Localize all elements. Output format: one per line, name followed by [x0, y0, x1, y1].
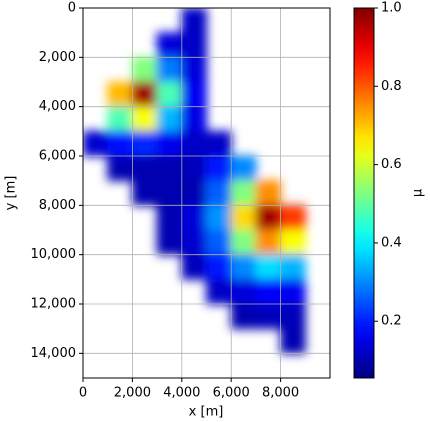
colorbar-tick-label: 0.2: [381, 314, 402, 329]
heatmap-cell: [131, 180, 158, 206]
heatmap-cell: [181, 229, 207, 256]
x-axis-label: x [m]: [189, 405, 224, 420]
heatmap-cell: [181, 130, 207, 157]
heatmap-cell: [206, 130, 232, 157]
heatmap-cell: [255, 180, 282, 206]
heatmap-cell: [156, 229, 183, 256]
x-tick-label: 2,000: [114, 386, 151, 401]
y-tick-label: 14,000: [31, 346, 77, 361]
heatmap-cell: [280, 229, 306, 256]
heatmap-cell: [230, 155, 257, 182]
heatmap-cell: [156, 204, 183, 231]
heatmap-cell: [206, 229, 232, 256]
heatmap-cell: [181, 155, 207, 182]
colorbar-tick-label: 0.8: [381, 79, 402, 94]
heatmap-cell: [255, 303, 282, 330]
heatmap-cell: [156, 180, 183, 206]
heatmap-cell: [156, 81, 183, 108]
heatmap-cell: [206, 278, 232, 305]
heatmap-cell: [156, 32, 183, 58]
heatmap-cell: [156, 56, 183, 83]
heatmap-cell: [181, 32, 207, 58]
heatmap-cell: [230, 278, 257, 305]
heatmap-cell: [255, 229, 282, 256]
heatmap-cell: [230, 180, 257, 206]
heatmap-cell: [230, 254, 257, 280]
x-tick-label: 6,000: [213, 386, 250, 401]
heatmap-cell: [230, 303, 257, 330]
colorbar-tick-label: 1.0: [381, 1, 402, 16]
heatmap-cell: [181, 204, 207, 231]
x-tick-label: 8,000: [262, 386, 299, 401]
heatmap-cell: [280, 254, 306, 280]
heatmap-cell: [280, 303, 306, 330]
heatmap-cell: [156, 155, 183, 182]
heatmap-cell: [181, 56, 207, 83]
heatmap-cell: [181, 106, 207, 132]
colorbar-tick-label: 0.6: [381, 157, 402, 172]
heatmap-cell: [83, 130, 109, 157]
heatmap-cell: [131, 56, 158, 83]
heatmap-cell: [230, 229, 257, 256]
colorbar: [353, 7, 375, 379]
heatmap-cell: [181, 254, 207, 280]
y-tick-label: 0: [68, 1, 76, 16]
heatmap-cell: [280, 278, 306, 305]
plot-frame: [82, 7, 331, 379]
heatmap-cell: [181, 81, 207, 108]
heatmap-cell: [107, 130, 133, 157]
heatmap-cell: [230, 204, 257, 231]
heatmap-cell: [280, 204, 306, 231]
y-tick-label: 10,000: [31, 247, 77, 262]
heatmap-cell: [255, 254, 282, 280]
heatmap-cell: [107, 155, 133, 182]
y-tick-label: 6,000: [39, 149, 76, 164]
heatmap-cell: [206, 254, 232, 280]
colorbar-tick-label: 0.4: [381, 235, 402, 250]
heatmap-cell: [255, 278, 282, 305]
heatmap-cell: [181, 8, 207, 34]
heatmap-cell: [255, 204, 282, 231]
y-axis-label: y [m]: [4, 176, 19, 211]
y-tick-label: 2,000: [39, 50, 76, 65]
heatmap-cell: [156, 106, 183, 132]
heatmap-cell: [131, 155, 158, 182]
heatmap-cell: [107, 106, 133, 132]
heatmap-cell: [280, 328, 306, 354]
y-tick-label: 4,000: [39, 99, 76, 114]
heatmap-cell: [156, 130, 183, 157]
x-tick-label: 4,000: [163, 386, 200, 401]
x-tick-label: 0: [79, 386, 87, 401]
heatmap-cell: [131, 106, 158, 132]
y-tick-label: 8,000: [39, 198, 76, 213]
colorbar-label: μ: [411, 189, 426, 197]
heatmap: [83, 8, 306, 354]
heatmap-cell: [107, 81, 133, 108]
axes: 0 2,000 4,000 6,000 8,000 0 2,000 4,000 6,000 8,0…: [31, 1, 402, 401]
y-tick-label: 12,000: [31, 297, 77, 312]
heatmap-cell: [181, 180, 207, 206]
heatmap-cell: [206, 155, 232, 182]
heatmap-cell: [131, 81, 158, 108]
heatmap-cell: [206, 204, 232, 231]
heatmap-cell: [206, 180, 232, 206]
heatmap-cell: [131, 130, 158, 157]
